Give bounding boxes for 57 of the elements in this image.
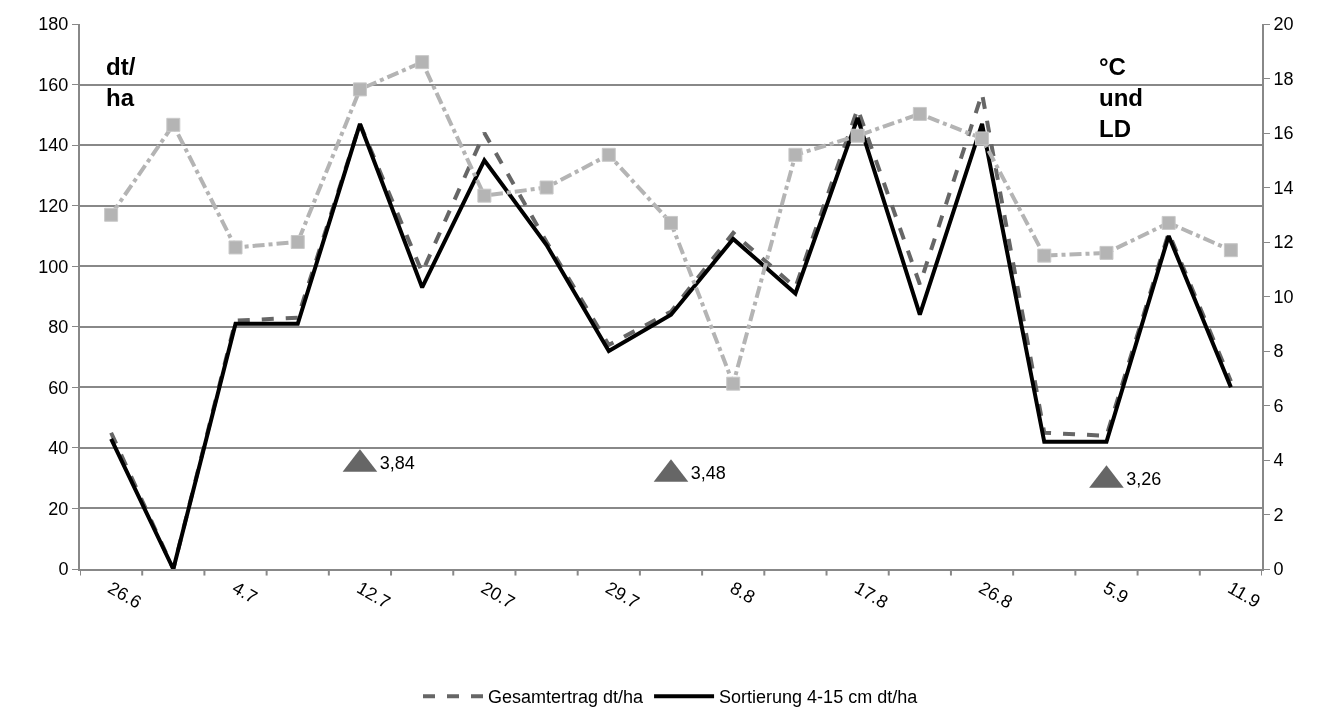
point xyxy=(1037,248,1052,263)
x-tick-label: 5.9 xyxy=(1099,577,1132,608)
y-tick-label: 180 xyxy=(38,14,69,35)
data-label: 3,48 xyxy=(690,462,726,483)
y-tick-label: 120 xyxy=(38,195,69,216)
y-tick-label: 80 xyxy=(48,317,69,338)
data-label: 3,84 xyxy=(379,452,415,473)
point xyxy=(539,180,554,195)
y-tick-label: 60 xyxy=(48,377,69,398)
x-tick-label: 17.8 xyxy=(851,577,892,613)
point xyxy=(726,376,741,391)
legend-label: Gesamtertrag dt/ha xyxy=(488,687,645,708)
x-tick-label: 8.8 xyxy=(726,577,759,608)
y2-tick-label: 16 xyxy=(1273,123,1294,144)
y2-tick-label: 2 xyxy=(1273,504,1284,525)
point xyxy=(850,128,865,143)
point xyxy=(601,147,616,162)
point xyxy=(415,55,430,70)
y2-tick-label: 18 xyxy=(1273,68,1294,89)
x-tick-label: 29.7 xyxy=(602,577,643,613)
x-tick-label: 4.7 xyxy=(229,577,261,608)
point xyxy=(1161,215,1176,230)
x-tick-label: 12.7 xyxy=(353,577,394,613)
x-tick-label: 11.9 xyxy=(1224,577,1264,612)
y2-tick-label: 0 xyxy=(1273,559,1284,580)
y2-tick-label: 8 xyxy=(1273,341,1284,362)
x-tick-label: 26.8 xyxy=(975,577,1016,613)
point xyxy=(104,207,119,222)
y-tick-label: 140 xyxy=(38,135,69,156)
y-tick-label: 40 xyxy=(48,438,69,459)
y-tick-label: 0 xyxy=(58,559,69,580)
point xyxy=(664,215,678,230)
point xyxy=(166,117,181,132)
y2-tick-label: 20 xyxy=(1273,14,1294,35)
y-axis-title: dt/ha xyxy=(106,53,136,112)
y-tick-label: 100 xyxy=(38,256,69,277)
y2-tick-label: 10 xyxy=(1273,286,1294,307)
data-label: 3,26 xyxy=(1126,468,1162,489)
legend-label: Sortierung 4-15 cm dt/ha xyxy=(719,687,919,708)
point xyxy=(975,131,990,146)
point xyxy=(912,106,927,121)
y2-tick-label: 14 xyxy=(1273,177,1294,198)
point xyxy=(228,240,243,255)
point xyxy=(1099,245,1114,260)
x-tick-label: 20.7 xyxy=(477,577,519,613)
point xyxy=(477,188,492,203)
point xyxy=(788,147,803,162)
point xyxy=(352,82,367,97)
point xyxy=(290,235,305,249)
x-tick-label: 26.6 xyxy=(104,577,145,613)
point xyxy=(1223,243,1238,258)
y2-tick-label: 4 xyxy=(1273,450,1284,471)
y2-tick-label: 12 xyxy=(1273,232,1294,253)
y-tick-label: 160 xyxy=(38,74,69,95)
y2-axis-title: °C und LD xyxy=(1099,53,1143,143)
y-tick-label: 20 xyxy=(48,498,69,519)
y2-tick-label: 6 xyxy=(1273,395,1284,416)
